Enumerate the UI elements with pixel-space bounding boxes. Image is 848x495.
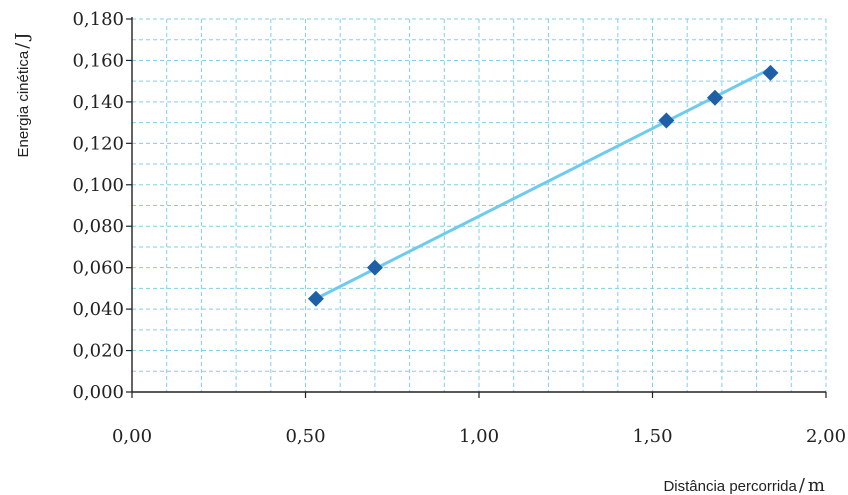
data-point	[658, 112, 675, 129]
data-point	[762, 64, 779, 81]
y-axis-title: Energia cinética/J	[12, 32, 33, 157]
fit-line	[315, 67, 772, 301]
y-tick-label: 0,040	[72, 299, 124, 320]
data-point	[307, 290, 324, 307]
y-tick-label: 0,060	[72, 258, 124, 279]
x-tick-label: 1,00	[459, 426, 499, 447]
y-tick-label: 0,100	[72, 175, 124, 196]
data-points	[307, 64, 779, 307]
x-tick-label: 2,00	[806, 426, 846, 447]
grid	[132, 18, 827, 392]
x-ticks: 0,00 0,50 1,00 1,50 2,00	[112, 392, 846, 447]
x-axis-title: Distância percorrida / m	[663, 475, 825, 495]
y-tick-label: 0,120	[72, 133, 124, 154]
data-point	[706, 89, 723, 106]
x-tick-label: 1,50	[632, 426, 672, 447]
x-tick-label: 0,00	[112, 426, 152, 447]
y-tick-label: 0,080	[72, 216, 124, 237]
fit-line-group	[315, 67, 772, 301]
y-tick-label: 0,160	[72, 50, 124, 71]
data-point	[366, 259, 383, 276]
x-tick-label: 0,50	[285, 426, 325, 447]
y-tick-label: 0,140	[72, 92, 124, 113]
y-ticks: 0,000 0,020 0,040 0,060 0,080 0,100 0,120 0,140…	[72, 9, 132, 403]
y-tick-label: 0,020	[72, 341, 124, 362]
y-tick-label: 0,000	[72, 382, 124, 403]
y-tick-label: 0,180	[72, 9, 124, 30]
